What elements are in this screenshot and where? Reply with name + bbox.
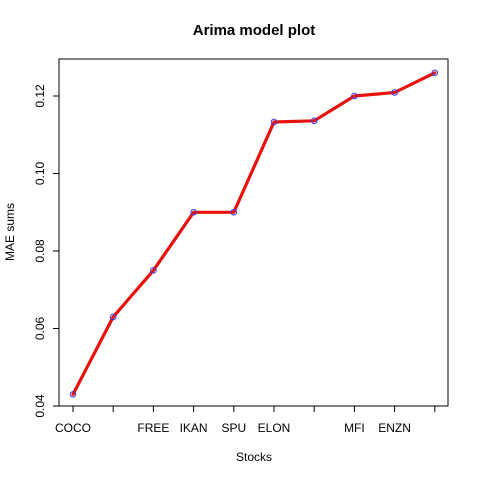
y-tick-label: 0.06 bbox=[33, 316, 47, 340]
x-tick-label: SPU bbox=[221, 421, 246, 435]
x-tick-label: ELON bbox=[258, 421, 291, 435]
data-points bbox=[69, 69, 439, 398]
data-point bbox=[150, 267, 157, 274]
x-tick-label: ENZN bbox=[378, 421, 411, 435]
data-point bbox=[351, 92, 358, 100]
series-mae bbox=[71, 71, 437, 396]
plot-frame bbox=[58, 58, 449, 407]
series-line bbox=[71, 71, 437, 396]
y-tick-label: 0.08 bbox=[33, 239, 47, 263]
x-tick-label: IKAN bbox=[180, 421, 208, 435]
data-point bbox=[391, 89, 398, 96]
y-axis: 0.04 0.06 0.08 0.10 0.12 bbox=[33, 84, 59, 418]
y-tick-label: 0.04 bbox=[33, 394, 47, 418]
y-tick-label: 0.12 bbox=[33, 84, 47, 108]
x-axis-label: Stocks bbox=[236, 450, 272, 464]
x-tick-label: COCO bbox=[55, 421, 91, 435]
data-point bbox=[230, 208, 238, 216]
data-point bbox=[310, 117, 318, 125]
y-tick-label: 0.10 bbox=[33, 161, 47, 185]
x-tick-label: MFI bbox=[344, 421, 365, 435]
y-axis-label: MAE sums bbox=[3, 203, 17, 261]
x-axis: COCO FREE IKAN SPU ELON MFI ENZN bbox=[55, 405, 436, 435]
data-point bbox=[109, 313, 117, 321]
data-point bbox=[270, 118, 278, 126]
data-point bbox=[69, 391, 77, 398]
chart-title: Arima model plot bbox=[193, 22, 316, 39]
x-tick-label: FREE bbox=[137, 421, 169, 435]
data-point bbox=[190, 208, 197, 216]
data-point bbox=[431, 69, 439, 77]
